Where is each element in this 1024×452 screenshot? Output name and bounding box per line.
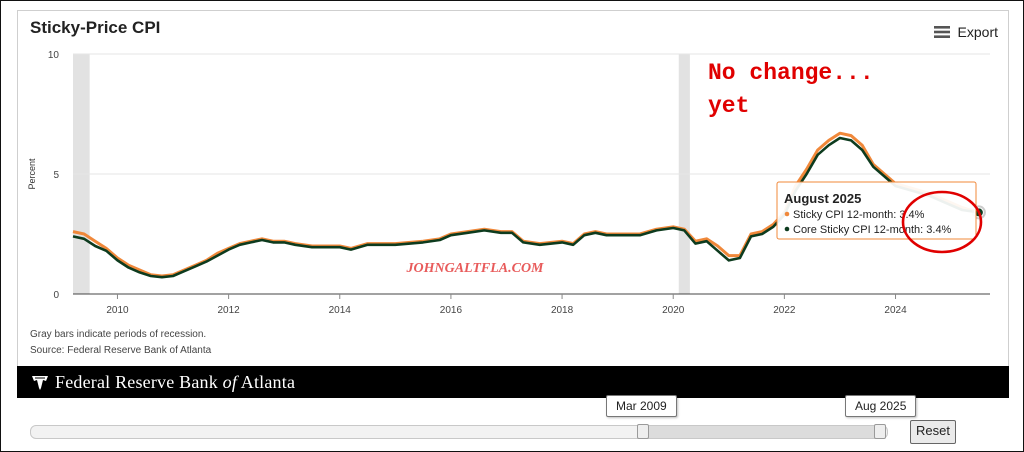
- x-tick-label: 2012: [217, 305, 240, 316]
- navigator-selected-range[interactable]: [643, 426, 881, 438]
- recession-note: Gray bars indicate periods of recession.: [30, 329, 207, 340]
- range-navigator[interactable]: [30, 424, 888, 439]
- navigator-start-label: Mar 2009: [606, 395, 677, 417]
- source-note: Source: Federal Reserve Bank of Atlanta: [30, 345, 212, 356]
- fed-banner: Federal Reserve Bank of Atlanta: [17, 366, 1009, 398]
- fed-banner-name: Federal Reserve Bank of Atlanta: [55, 371, 296, 392]
- tooltip-line2: Core Sticky CPI 12-month: 3.4%: [793, 224, 952, 236]
- series-line-2: [72, 136, 980, 279]
- y-axis-label: Percent: [27, 158, 37, 190]
- eagle-logo-icon: [32, 376, 48, 390]
- navigator-start-handle[interactable]: [637, 424, 649, 439]
- y-tick-label: 10: [48, 50, 60, 61]
- export-button[interactable]: Export: [933, 24, 998, 40]
- x-tick-label: 2020: [662, 305, 685, 316]
- x-tick-label: 2010: [106, 305, 129, 316]
- reset-button[interactable]: Reset: [910, 420, 956, 444]
- chart-card: 0 5 10 2010 2012 2014 2016 2018 2020 2022 2024 Perc…: [17, 10, 1009, 367]
- navigator-end-handle[interactable]: [874, 424, 886, 439]
- tooltip-line1: Sticky CPI 12-month: 3.4%: [793, 209, 925, 221]
- x-tick-label: 2022: [773, 305, 796, 316]
- annotation-line1: No change...: [708, 60, 874, 86]
- watermark: JOHNGALTFLA.COM: [405, 261, 544, 276]
- x-tick-label: 2016: [440, 305, 463, 316]
- x-tick-label: 2024: [884, 305, 907, 316]
- menu-icon: [933, 26, 950, 38]
- chart-title: Sticky-Price CPI: [30, 18, 161, 37]
- tooltip-box: [776, 181, 977, 240]
- x-tick-label: 2018: [551, 305, 574, 316]
- x-tick-label: 2014: [329, 305, 352, 316]
- export-label: Export: [957, 24, 998, 40]
- y-tick-label: 0: [53, 290, 59, 301]
- chart-notes: Gray bars indicate periods of recession.…: [30, 327, 211, 359]
- red-circle-annotation: [901, 190, 983, 254]
- tooltip-marker-2: [784, 226, 790, 232]
- tooltip-marker-1: [784, 211, 790, 217]
- annotation-line2: yet: [708, 93, 749, 119]
- y-tick-label: 5: [53, 170, 59, 181]
- navigator-end-label: Aug 2025: [845, 395, 917, 417]
- tooltip-title: August 2025: [784, 191, 861, 206]
- chart-plot: 0 5 10 2010 2012 2014 2016 2018 2020 2022 2024 Perc…: [27, 50, 990, 316]
